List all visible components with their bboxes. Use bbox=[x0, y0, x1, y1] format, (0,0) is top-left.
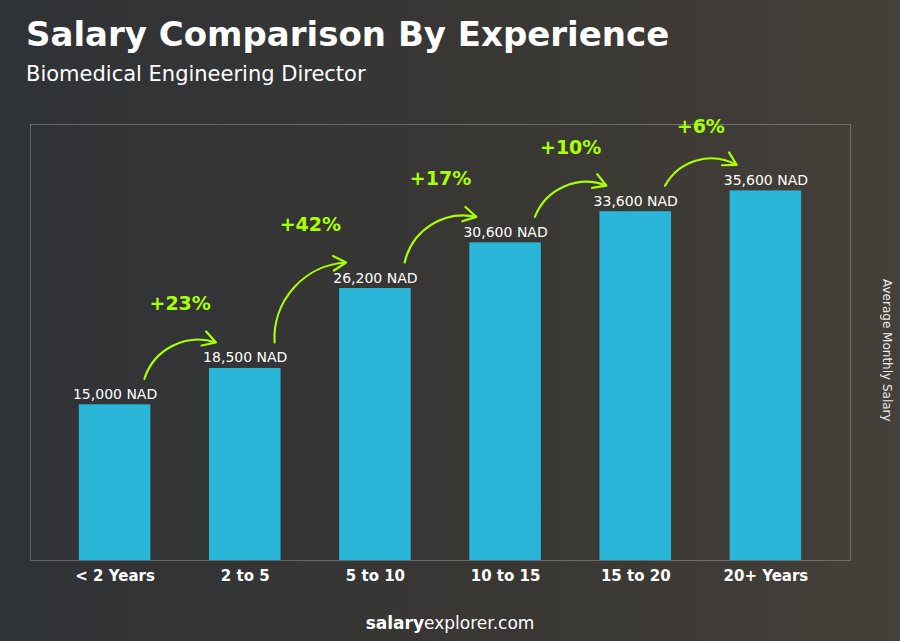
svg-text:+23%: +23% bbox=[149, 292, 210, 314]
svg-text:+42%: +42% bbox=[280, 213, 341, 235]
svg-text:+10%: +10% bbox=[540, 136, 601, 158]
html-text:Salary Comparison By Experienc: Salary Comparison By Experience bbox=[26, 14, 670, 54]
svg-text:35,600 NAD: 35,600 NAD bbox=[724, 172, 808, 188]
svg-text:15 to 20: 15 to 20 bbox=[601, 567, 671, 585]
html-text:salary explorer.com: salary explorer.com bbox=[365, 613, 535, 633]
html-text:Average Monthly Salary: Average Monthly Salary bbox=[880, 278, 894, 422]
svg-text:30,600 NAD: 30,600 NAD bbox=[463, 224, 547, 240]
svg-text:2 to 5: 2 to 5 bbox=[221, 567, 270, 585]
svg-text:33,600 NAD: 33,600 NAD bbox=[594, 193, 678, 209]
svg-text:26,200 NAD: 26,200 NAD bbox=[333, 270, 417, 286]
svg-text:10 to 15: 10 to 15 bbox=[471, 567, 541, 585]
html-text:Biomedical Engineering Directo: Biomedical Engineering Director bbox=[26, 62, 366, 86]
svg-text:+6%: +6% bbox=[677, 115, 725, 137]
svg-text:15,000 NAD: 15,000 NAD bbox=[73, 386, 157, 402]
svg-text:+17%: +17% bbox=[410, 167, 471, 189]
svg-text:< 2 Years: < 2 Years bbox=[75, 567, 155, 585]
svg-text:18,500 NAD: 18,500 NAD bbox=[203, 349, 287, 365]
svg-text:5 to 10: 5 to 10 bbox=[346, 567, 405, 585]
svg-text:20+ Years: 20+ Years bbox=[724, 567, 809, 585]
